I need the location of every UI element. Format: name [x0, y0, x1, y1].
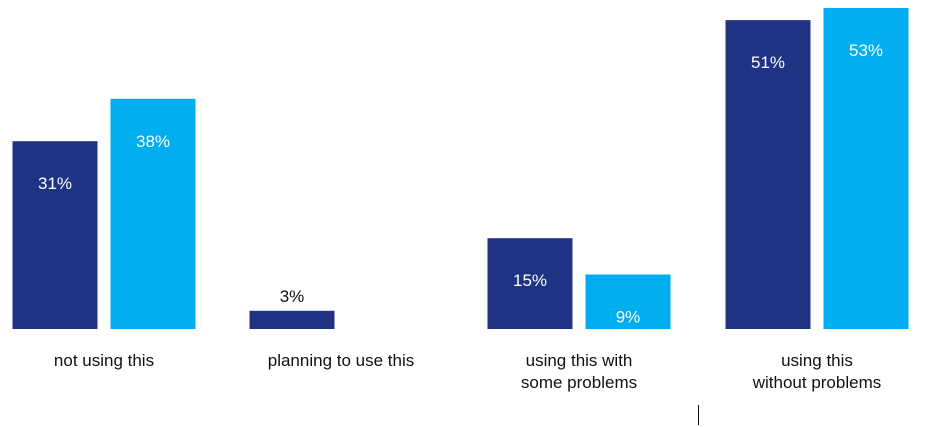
category-label-1: planning to use this: [268, 351, 415, 370]
category-label-2: using this with some problems: [521, 351, 637, 392]
category-label-3: using this without problems: [752, 351, 882, 392]
category-label-line: not using this: [54, 351, 154, 370]
bar-s1-c0: [110, 98, 196, 329]
category-label-line: without problems: [752, 373, 882, 392]
bar-label-s0-c0: 31%: [38, 174, 72, 193]
bar-s0-c1: [249, 310, 335, 329]
bar-s0-c0: [12, 141, 98, 329]
category-label-line: using this: [781, 351, 853, 370]
bar-label-s1-c3: 53%: [849, 41, 883, 60]
category-label-0: not using this: [54, 351, 154, 370]
bar-label-s0-c2: 15%: [513, 271, 547, 290]
category-label-line: using this with: [526, 351, 633, 370]
bar-label-s1-c2: 9%: [616, 308, 641, 327]
bar-s1-c2: [585, 274, 671, 329]
bars-group: [12, 8, 909, 329]
bar-s1-c3: [823, 8, 909, 329]
category-labels-group: not using this planning to use this using …: [54, 351, 881, 392]
bar-labels-group: 31% 3% 15% 51% 38% 9% 53%: [38, 41, 883, 327]
bar-label-s0-c3: 51%: [751, 53, 785, 72]
bar-s0-c3: [725, 20, 811, 329]
category-label-line: some problems: [521, 373, 637, 392]
bar-label-s0-c1: 3%: [280, 287, 305, 306]
bar-s0-c2: [487, 238, 573, 329]
bar-label-s1-c0: 38%: [136, 132, 170, 151]
category-label-line: planning to use this: [268, 351, 415, 370]
